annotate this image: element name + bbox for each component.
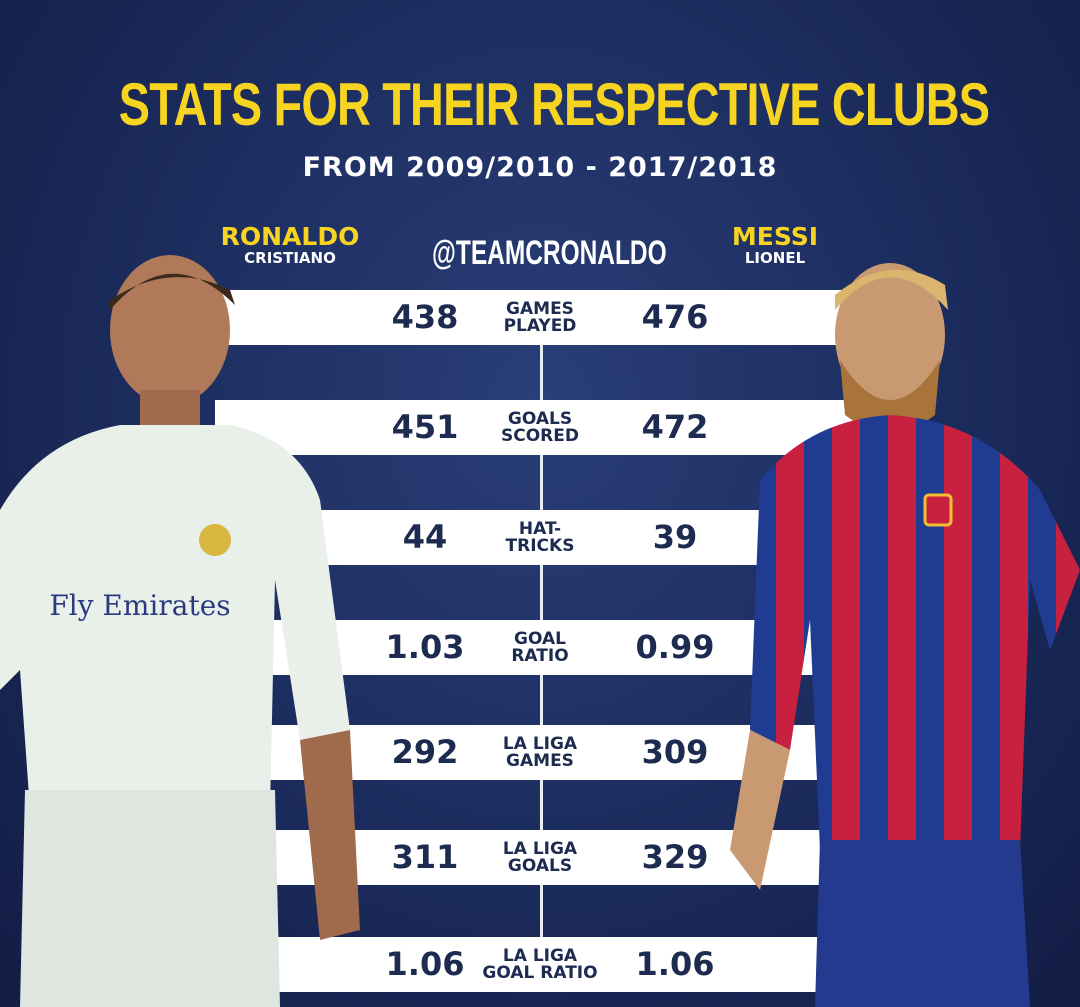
stat-label: GOAL RATIO <box>475 620 605 675</box>
page-title: STATS FOR THEIR RESPECTIVE CLUBS <box>118 71 990 138</box>
right-last-name: MESSI <box>731 222 819 251</box>
page-subtitle: FROM 2009/2010 - 2017/2018 <box>302 152 778 183</box>
stat-label: LA LIGA GOAL RATIO <box>475 937 605 992</box>
stat-label: LA LIGA GOALS <box>475 830 605 885</box>
left-first-name: CRISTIANO <box>244 249 336 267</box>
right-player-image <box>730 263 1080 1007</box>
left-stat-value: 311 <box>391 838 459 876</box>
right-stat-value: 472 <box>641 408 709 446</box>
stat-label-text: LA LIGA GAMES <box>502 733 578 771</box>
right-stat-value: 1.06 <box>635 945 715 983</box>
left-stat-value: 292 <box>391 733 459 771</box>
right-player-name: MESSI LIONEL <box>700 222 850 267</box>
left-stat-value: 44 <box>402 518 448 556</box>
right-stat-value: 39 <box>652 518 698 556</box>
stat-label: LA LIGA GAMES <box>475 725 605 780</box>
left-stat-value: 451 <box>391 408 459 446</box>
right-stat-value: 476 <box>641 298 709 336</box>
stat-label-text: GOALS SCORED <box>501 408 579 446</box>
sponsor-text: Fly Emirates <box>49 589 230 622</box>
stat-row: 1.06 LA LIGA GOAL RATIO 1.06 <box>215 937 855 992</box>
stat-label-text: GAMES PLAYED <box>503 298 577 336</box>
stat-label-text: LA LIGA GOAL RATIO <box>482 945 598 983</box>
stat-label: GAMES PLAYED <box>475 290 605 345</box>
real-madrid-crest-icon <box>199 524 231 556</box>
stat-label-text: LA LIGA GOALS <box>502 838 578 876</box>
left-player-image: Fly Emirates <box>0 255 360 1007</box>
stat-row: 438 GAMES PLAYED 476 <box>215 290 855 345</box>
stat-label: GOALS SCORED <box>475 400 605 455</box>
right-stat-value: 0.99 <box>635 628 715 666</box>
left-last-name: RONALDO <box>220 222 360 251</box>
right-stat-value: 309 <box>641 733 709 771</box>
left-stat-value: 1.03 <box>385 628 465 666</box>
stat-label: HAT-TRICKS <box>475 510 605 565</box>
social-handle: @TEAMCRONALDO <box>432 234 667 272</box>
stat-label-text: GOAL RATIO <box>511 628 569 666</box>
left-player-name: RONALDO CRISTIANO <box>210 222 370 267</box>
right-stat-value: 329 <box>641 838 709 876</box>
left-stat-value: 1.06 <box>385 945 465 983</box>
right-first-name: LIONEL <box>744 249 806 267</box>
stat-row: 451 GOALS SCORED 472 <box>215 400 855 455</box>
stat-label-text: HAT-TRICKS <box>505 518 575 556</box>
left-stat-value: 438 <box>391 298 459 336</box>
barcelona-crest-icon <box>923 493 953 527</box>
